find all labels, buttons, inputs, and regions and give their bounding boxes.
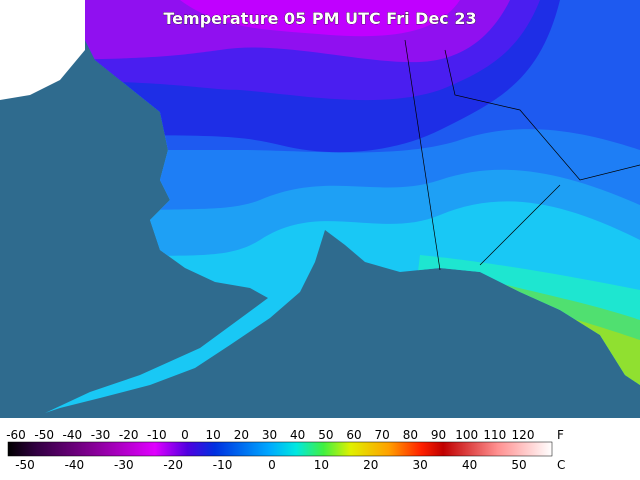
celsius-label: -50 <box>15 458 35 472</box>
fahrenheit-label: 60 <box>346 428 361 442</box>
fahrenheit-label: 90 <box>431 428 446 442</box>
fahrenheit-label: 100 <box>455 428 478 442</box>
fahrenheit-label: 80 <box>403 428 418 442</box>
fahrenheit-label: -40 <box>63 428 83 442</box>
russia-land <box>0 0 85 100</box>
celsius-label: 30 <box>413 458 428 472</box>
celsius-label: -30 <box>114 458 134 472</box>
unit-label: C <box>557 458 565 472</box>
fahrenheit-label: 70 <box>375 428 390 442</box>
fahrenheit-label: 30 <box>262 428 277 442</box>
fahrenheit-label: 10 <box>206 428 221 442</box>
fahrenheit-label: -30 <box>91 428 111 442</box>
unit-label: F <box>557 428 564 442</box>
fahrenheit-label: 120 <box>512 428 535 442</box>
celsius-label: 40 <box>462 458 477 472</box>
celsius-label: -10 <box>213 458 233 472</box>
fahrenheit-label: -20 <box>119 428 139 442</box>
fahrenheit-label: 0 <box>181 428 189 442</box>
celsius-label: 10 <box>314 458 329 472</box>
celsius-label: 50 <box>511 458 526 472</box>
color-bar <box>7 441 553 457</box>
fahrenheit-label: 50 <box>318 428 333 442</box>
fahrenheit-label: 110 <box>483 428 506 442</box>
fahrenheit-label: 40 <box>290 428 305 442</box>
fahrenheit-label: 20 <box>234 428 249 442</box>
fahrenheit-label: -60 <box>6 428 26 442</box>
fahrenheit-label: -10 <box>147 428 167 442</box>
celsius-label: 0 <box>268 458 276 472</box>
map-title: Temperature 05 PM UTC Fri Dec 23 <box>163 9 476 28</box>
celsius-label: -20 <box>163 458 183 472</box>
celsius-label: -40 <box>65 458 85 472</box>
fahrenheit-label: -50 <box>34 428 54 442</box>
borders <box>404 39 640 271</box>
celsius-label: 20 <box>363 458 378 472</box>
